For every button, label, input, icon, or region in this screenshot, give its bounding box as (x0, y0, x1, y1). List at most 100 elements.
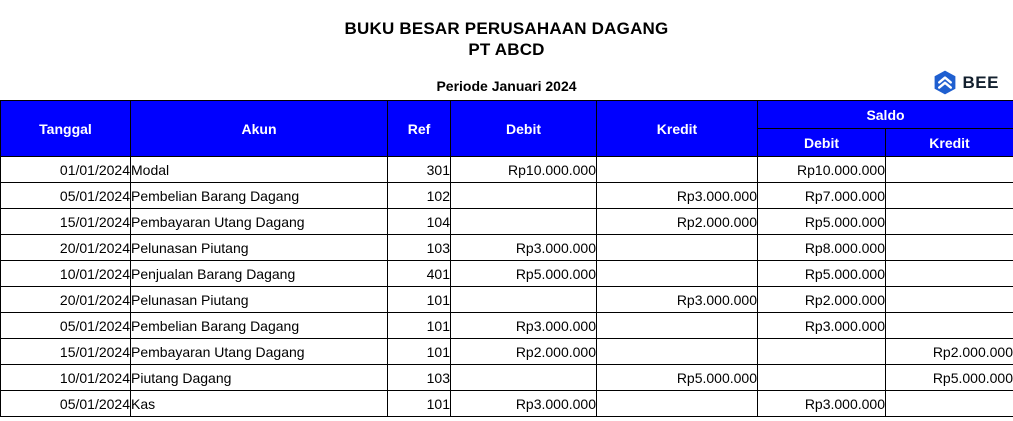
bee-hexagon-icon (933, 70, 957, 95)
cell-saldo-debit: Rp5.000.000 (757, 260, 886, 287)
table-row[interactable]: 10/01/2024 Piutang Dagang 103 Rp5.000.000 Rp… (0, 364, 1013, 391)
header-row-primary: Tanggal Akun Ref Debit Kredit Saldo (0, 100, 1013, 157)
title-line-company: PT ABCD (468, 40, 545, 59)
column-header-kredit[interactable]: Kredit (596, 100, 758, 157)
column-header-saldo-kredit[interactable]: Kredit (885, 128, 1013, 157)
cell-debit: Rp3.000.000 (450, 390, 597, 417)
table-header: Tanggal Akun Ref Debit Kredit Saldo Debi… (0, 100, 1013, 157)
cell-saldo-kredit (885, 234, 1013, 261)
period-label: Periode Januari 2024 (436, 78, 577, 94)
cell-akun: Penjualan Barang Dagang (130, 260, 388, 287)
cell-saldo-debit: Rp10.000.000 (757, 156, 886, 183)
cell-kredit (596, 338, 758, 365)
cell-ref: 103 (387, 234, 451, 261)
cell-akun: Pembayaran Utang Dagang (130, 338, 388, 365)
cell-debit: Rp3.000.000 (450, 234, 597, 261)
cell-debit (450, 182, 597, 209)
column-header-ref[interactable]: Ref (387, 100, 451, 157)
cell-saldo-kredit (885, 286, 1013, 313)
cell-akun: Pembelian Barang Dagang (130, 182, 388, 209)
cell-tanggal: 15/01/2024 (0, 208, 131, 235)
cell-kredit: Rp3.000.000 (596, 286, 758, 313)
cell-tanggal: 01/01/2024 (0, 156, 131, 183)
cell-saldo-debit: Rp3.000.000 (757, 312, 886, 339)
cell-ref: 104 (387, 208, 451, 235)
general-ledger-table: Tanggal Akun Ref Debit Kredit Saldo Debi… (0, 100, 1013, 417)
cell-akun: Modal (130, 156, 388, 183)
table-row[interactable]: 10/01/2024 Penjualan Barang Dagang 401 Rp5.… (0, 260, 1013, 287)
cell-saldo-kredit (885, 312, 1013, 339)
cell-akun: Pembayaran Utang Dagang (130, 208, 388, 235)
cell-saldo-debit: Rp5.000.000 (757, 208, 886, 235)
cell-ref: 101 (387, 390, 451, 417)
cell-saldo-debit: Rp3.000.000 (757, 390, 886, 417)
cell-akun: Pembelian Barang Dagang (130, 312, 388, 339)
table-row[interactable]: 01/01/2024 Modal 301 Rp10.000.000 Rp10.000.0… (0, 156, 1013, 183)
column-header-debit[interactable]: Debit (450, 100, 597, 157)
cell-saldo-kredit: Rp5.000.000 (885, 364, 1013, 391)
cell-debit: Rp5.000.000 (450, 260, 597, 287)
cell-akun: Kas (130, 390, 388, 417)
cell-debit (450, 208, 597, 235)
cell-debit (450, 286, 597, 313)
cell-kredit: Rp5.000.000 (596, 364, 758, 391)
cell-akun: Pelunasan Piutang (130, 286, 388, 313)
cell-tanggal: 05/01/2024 (0, 182, 131, 209)
cell-saldo-kredit (885, 156, 1013, 183)
cell-debit: Rp2.000.000 (450, 338, 597, 365)
cell-akun: Pelunasan Piutang (130, 234, 388, 261)
cell-akun: Piutang Dagang (130, 364, 388, 391)
table-row[interactable]: 05/01/2024 Pembelian Barang Dagang 102 Rp3.… (0, 182, 1013, 209)
cell-debit: Rp3.000.000 (450, 312, 597, 339)
cell-saldo-debit (757, 364, 886, 391)
cell-debit (450, 364, 597, 391)
column-header-saldo-debit[interactable]: Debit (757, 128, 886, 157)
cell-kredit (596, 312, 758, 339)
document-header: BUKU BESAR PERUSAHAAN DAGANG PT ABCD Per… (0, 0, 1013, 100)
cell-ref: 101 (387, 338, 451, 365)
brand-logo: BEE (933, 70, 999, 95)
cell-saldo-kredit (885, 182, 1013, 209)
cell-ref: 102 (387, 182, 451, 209)
table-row[interactable]: 20/01/2024 Pelunasan Piutang 101 Rp3.000.00… (0, 286, 1013, 313)
cell-kredit: Rp3.000.000 (596, 182, 758, 209)
table-row[interactable]: 20/01/2024 Pelunasan Piutang 103 Rp3.000.00… (0, 234, 1013, 261)
cell-ref: 101 (387, 312, 451, 339)
cell-kredit: Rp2.000.000 (596, 208, 758, 235)
table-row[interactable]: 15/01/2024 Pembayaran Utang Dagang 104 Rp2.… (0, 208, 1013, 235)
cell-ref: 101 (387, 286, 451, 313)
table-row[interactable]: 05/01/2024 Pembelian Barang Dagang 101 Rp3.… (0, 312, 1013, 339)
table-row[interactable]: 05/01/2024 Kas 101 Rp3.000.000 Rp3.000.000 (0, 390, 1013, 417)
column-header-tanggal[interactable]: Tanggal (0, 100, 131, 157)
cell-tanggal: 20/01/2024 (0, 234, 131, 261)
column-header-akun[interactable]: Akun (130, 100, 388, 157)
cell-kredit (596, 234, 758, 261)
title-line-primary: BUKU BESAR PERUSAHAAN DAGANG (344, 19, 669, 38)
cell-tanggal: 20/01/2024 (0, 286, 131, 313)
cell-debit: Rp10.000.000 (450, 156, 597, 183)
cell-saldo-kredit (885, 260, 1013, 287)
cell-tanggal: 10/01/2024 (0, 260, 131, 287)
cell-kredit (596, 156, 758, 183)
cell-tanggal: 15/01/2024 (0, 338, 131, 365)
cell-saldo-debit: Rp8.000.000 (757, 234, 886, 261)
table-row[interactable]: 15/01/2024 Pembayaran Utang Dagang 101 Rp2.… (0, 338, 1013, 365)
cell-saldo-debit: Rp7.000.000 (757, 182, 886, 209)
cell-saldo-kredit: Rp2.000.000 (885, 338, 1013, 365)
cell-saldo-kredit (885, 390, 1013, 417)
cell-saldo-debit: Rp2.000.000 (757, 286, 886, 313)
cell-kredit (596, 390, 758, 417)
cell-saldo-kredit (885, 208, 1013, 235)
cell-ref: 103 (387, 364, 451, 391)
cell-tanggal: 05/01/2024 (0, 312, 131, 339)
column-header-saldo[interactable]: Saldo (757, 100, 1013, 129)
table-body: 01/01/2024 Modal 301 Rp10.000.000 Rp10.000.0… (0, 156, 1013, 417)
cell-ref: 301 (387, 156, 451, 183)
cell-kredit (596, 260, 758, 287)
cell-ref: 401 (387, 260, 451, 287)
page-title: BUKU BESAR PERUSAHAAN DAGANG PT ABCD (0, 18, 1013, 60)
cell-saldo-debit (757, 338, 886, 365)
cell-tanggal: 10/01/2024 (0, 364, 131, 391)
brand-name: BEE (962, 73, 999, 92)
